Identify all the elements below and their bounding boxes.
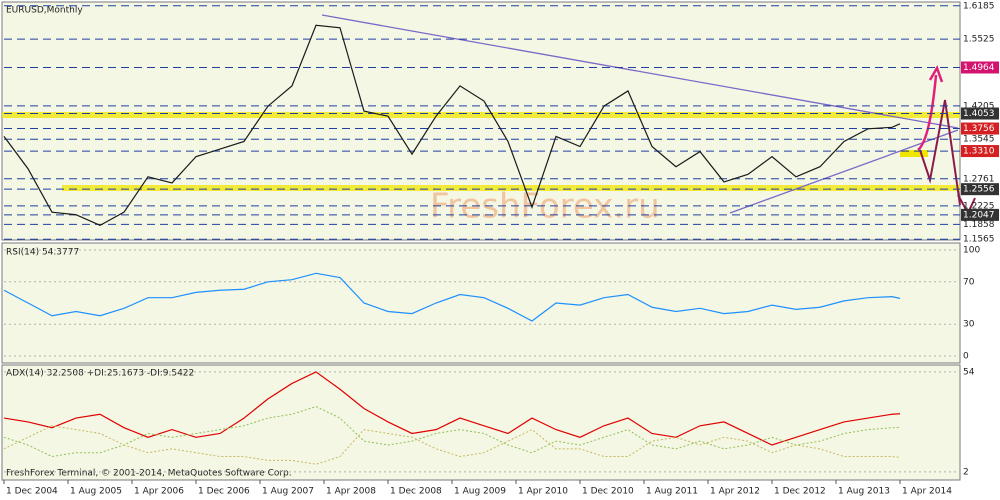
x-tick-label: 1 Aug 2005	[70, 487, 122, 497]
rsi-panel	[1, 242, 961, 364]
series-line	[3, 406, 901, 458]
trend-line	[321, 14, 959, 129]
x-tick-label: 1 Dec 2010	[582, 487, 634, 497]
adx-title: ADX(14) 32.2508 +DI:25.1673 -DI:9.5422	[6, 369, 194, 379]
x-tick-label: 1 Aug 2007	[262, 487, 314, 497]
x-tick-label: 1 Apr 2010	[518, 487, 568, 497]
x-tick-label: 1 Apr 2012	[710, 487, 760, 497]
y-tick-label: 0	[963, 352, 969, 362]
price-panel	[1, 1, 961, 241]
x-tick-label: 1 Dec 2008	[390, 487, 442, 497]
x-tick-label: 1 Dec 2012	[774, 487, 826, 497]
y-tick-label: 100	[963, 245, 980, 255]
x-tick-label: 1 Apr 2006	[134, 487, 184, 497]
y-tick-label: 1.4205	[963, 101, 995, 111]
y-tick-label: 1.3756	[963, 124, 995, 134]
y-tick-label: 54	[963, 367, 975, 377]
y-tick-label: 1.2761	[963, 174, 995, 184]
adx-panel	[1, 364, 961, 481]
series-line	[3, 272, 901, 322]
arrow	[919, 99, 961, 206]
x-tick-label: 1 Apr 2014	[902, 487, 952, 497]
x-tick-label: 1 Apr 2008	[326, 487, 376, 497]
y-tick-label: 30	[963, 320, 975, 330]
price-label-bg	[961, 208, 999, 221]
series-line	[3, 425, 901, 465]
y-tick-label: 1.2225	[963, 201, 995, 211]
x-tick-label: 1 Dec 2006	[198, 487, 250, 497]
y-tick-label: 1.3545	[963, 135, 995, 145]
trend-line	[729, 129, 959, 214]
rsi-title: RSI(14) 54.3777	[6, 248, 79, 258]
price-label-bg	[961, 107, 999, 120]
y-tick-label: 1.1858	[963, 220, 995, 230]
price-label-bg	[961, 183, 999, 196]
yellow-zone	[62, 185, 960, 191]
y-tick-label: 1.2556	[963, 185, 995, 195]
arrow	[928, 65, 944, 83]
yellow-zone	[900, 150, 928, 157]
x-tick-label: 1 Dec 2004	[6, 487, 58, 497]
price-label-bg	[961, 145, 999, 158]
price-label-bg	[961, 122, 999, 135]
x-tick-label: 1 Aug 2009	[454, 487, 506, 497]
y-tick-label: 70	[963, 277, 975, 287]
chart-title: EURUSD,Monthly	[6, 6, 83, 16]
y-tick-label: 1.5525	[963, 35, 995, 45]
y-tick-label: 2	[963, 467, 969, 477]
footer: FreshForex Terminal, © 2001-2014, MetaQu…	[6, 469, 292, 479]
yellow-zone	[2, 112, 960, 118]
arrow	[917, 74, 938, 151]
series-line	[3, 24, 901, 227]
x-tick-label: 1 Aug 2013	[838, 487, 890, 497]
y-tick-label: 1.4053	[963, 109, 995, 119]
y-tick-label: 1.6185	[963, 1, 995, 11]
y-tick-label: 1.1565	[963, 235, 995, 245]
y-tick-label: 1.4964	[963, 63, 995, 73]
x-tick-label: 1 Aug 2011	[646, 487, 698, 497]
y-tick-label: 1.3310	[963, 147, 995, 157]
y-tick-label: 1.2047	[963, 210, 995, 220]
price-label-bg	[961, 61, 999, 74]
watermark: FreshForex.ru	[430, 187, 660, 227]
